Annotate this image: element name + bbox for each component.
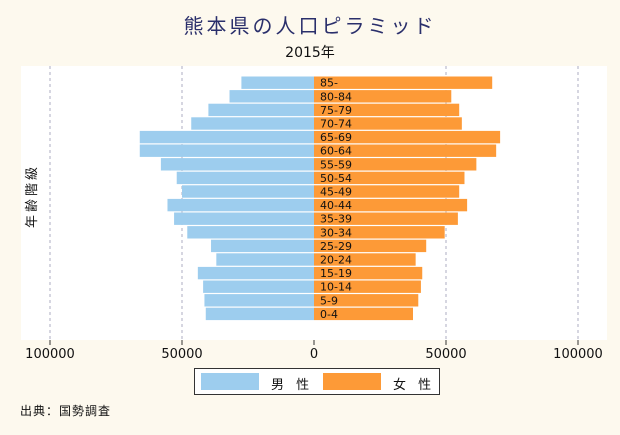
- bar-female-60-64: [314, 144, 497, 157]
- age-label-65-69: 65-69: [320, 131, 352, 144]
- age-label-85-: 85-: [320, 77, 338, 90]
- bar-male-35-39: [174, 212, 314, 225]
- grid-lines: [49, 66, 579, 340]
- x-tick-label-4: 100000: [553, 347, 603, 362]
- x-tick-label-1: 50000: [161, 347, 202, 362]
- bar-female-45-49: [314, 185, 460, 198]
- bar-male-85-: [241, 76, 314, 89]
- legend: 男 性 女 性: [194, 368, 440, 395]
- age-label-40-44: 40-44: [320, 199, 352, 212]
- legend-swatch-female: [323, 373, 381, 390]
- bar-male-5-9: [204, 294, 314, 307]
- bar-male-30-34: [187, 226, 314, 239]
- chart-subtitle: 2015年: [285, 45, 335, 61]
- x-tick-label-3: 50000: [425, 347, 466, 362]
- bar-male-15-19: [197, 266, 314, 280]
- bar-female-5-9: [314, 294, 419, 307]
- age-label-15-19: 15-19: [320, 267, 352, 280]
- age-label-0-4: 0-4: [320, 308, 338, 321]
- x-tick-label-0: 100000: [25, 347, 75, 362]
- bar-male-40-44: [167, 198, 314, 212]
- age-label-75-79: 75-79: [320, 104, 352, 117]
- bar-female-10-14: [314, 280, 421, 293]
- age-labels: 0-45-910-1415-1920-2425-2930-3435-3940-4…: [320, 77, 352, 321]
- age-label-80-84: 80-84: [320, 90, 352, 103]
- bar-female-50-54: [314, 171, 465, 185]
- legend-label-male: 男 性: [271, 378, 314, 393]
- bar-female-25-29: [314, 239, 427, 253]
- x-tick-label-2: 0: [310, 347, 318, 362]
- bar-male-70-74: [191, 117, 314, 130]
- bar-female-40-44: [314, 198, 468, 212]
- bar-male-75-79: [208, 103, 314, 117]
- bar-male-25-29: [211, 239, 314, 253]
- chart-title: 熊本県の人口ピラミッド: [183, 14, 437, 38]
- bar-female-15-19: [314, 266, 423, 280]
- x-axis-ticks: 100000 50000 0 50000 100000: [25, 340, 603, 362]
- y-axis-label: 年齢階級: [25, 164, 40, 228]
- age-label-5-9: 5-9: [320, 294, 338, 307]
- legend-item-male: 男 性: [201, 373, 314, 393]
- legend-label-female: 女 性: [393, 378, 436, 393]
- age-label-50-54: 50-54: [320, 172, 352, 185]
- legend-item-female: 女 性: [323, 373, 436, 393]
- bar-male-0-4: [205, 307, 314, 321]
- bar-female-55-59: [314, 158, 477, 171]
- bar-female-70-74: [314, 117, 462, 130]
- bar-male-65-69: [139, 130, 314, 144]
- source-note: 出典：国勢調査: [20, 404, 112, 418]
- bar-female-75-79: [314, 103, 460, 117]
- bar-female-20-24: [314, 253, 416, 266]
- bar-male-60-64: [139, 144, 314, 157]
- bar-female-85-: [314, 76, 493, 89]
- age-label-30-34: 30-34: [320, 226, 352, 239]
- age-label-35-39: 35-39: [320, 213, 352, 226]
- age-label-45-49: 45-49: [320, 186, 352, 199]
- age-label-10-14: 10-14: [320, 281, 352, 294]
- age-label-55-59: 55-59: [320, 158, 352, 171]
- bar-female-80-84: [314, 90, 452, 103]
- bar-female-65-69: [314, 130, 501, 144]
- bar-male-80-84: [229, 90, 314, 103]
- age-label-25-29: 25-29: [320, 240, 352, 253]
- bar-female-0-4: [314, 307, 413, 321]
- bar-male-20-24: [216, 253, 314, 266]
- bar-female-35-39: [314, 212, 458, 225]
- age-label-60-64: 60-64: [320, 145, 352, 158]
- bar-male-10-14: [203, 280, 314, 293]
- legend-swatch-male: [201, 373, 259, 390]
- bar-female-30-34: [314, 226, 445, 239]
- bar-male-45-49: [182, 185, 314, 198]
- bar-male-55-59: [160, 158, 314, 171]
- age-label-20-24: 20-24: [320, 254, 352, 267]
- bars: [139, 76, 501, 321]
- bar-male-50-54: [176, 171, 314, 185]
- age-label-70-74: 70-74: [320, 118, 352, 131]
